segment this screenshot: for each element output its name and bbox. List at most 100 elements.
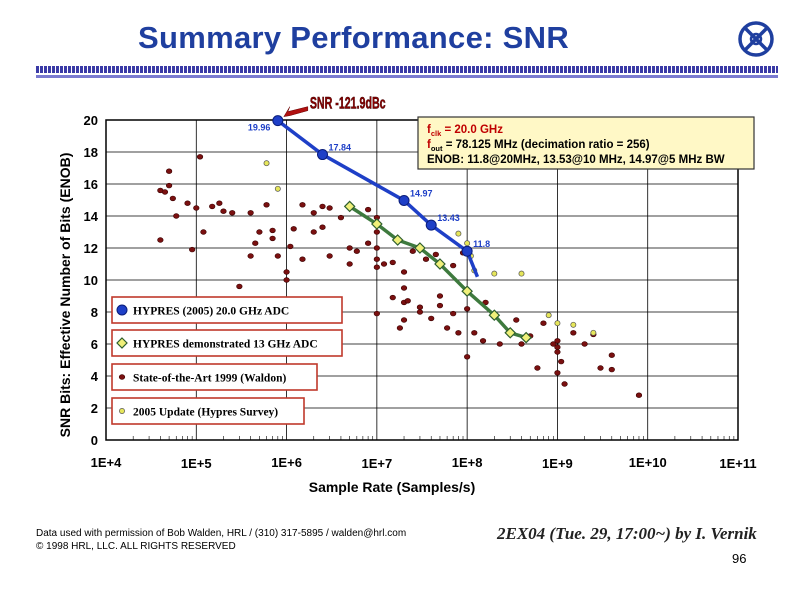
waldon-point (337, 214, 345, 221)
waldon-point (263, 202, 270, 208)
waldon-point (184, 200, 191, 206)
y-tick-label: 16 (84, 177, 98, 192)
waldon-point (471, 330, 478, 336)
hypres-2005-point (425, 219, 437, 231)
waldon-point (216, 200, 223, 206)
legend-marker-hypres_13ghz (116, 337, 128, 349)
y-tick-label: 18 (84, 145, 98, 160)
update-point (263, 160, 270, 167)
x-axis-label: Sample Rate (Samples/s) (309, 479, 476, 495)
waldon-point (534, 365, 541, 371)
waldon-point (404, 298, 411, 304)
waldon-point (290, 226, 297, 232)
callout-arrow-icon (283, 106, 309, 117)
legend-marker-waldon (118, 374, 126, 380)
waldon-point (256, 229, 263, 235)
footer-credit: Data used with permission of Bob Walden,… (36, 527, 406, 553)
waldon-point (274, 253, 281, 259)
y-tick-label: 14 (84, 209, 99, 224)
waldon-point (597, 365, 604, 371)
hypres-13ghz-point (371, 218, 383, 230)
waldon-point (432, 251, 439, 258)
update-point (455, 230, 462, 237)
waldon-point (540, 320, 547, 326)
waldon-point (283, 269, 290, 275)
waldon-point (247, 253, 254, 259)
waldon-point (396, 325, 404, 331)
legend-label: HYPRES (2005) 20.0 GHz ADC (133, 306, 289, 318)
waldon-point (373, 310, 380, 317)
waldon-point (161, 189, 169, 195)
hypres-2005-data-label: 14.97 (410, 188, 433, 198)
waldon-point (558, 358, 565, 365)
waldon-point (428, 315, 435, 322)
waldon-point (269, 235, 276, 242)
footer-credit-line1: Data used with permission of Bob Walden,… (36, 528, 407, 539)
update-point (554, 320, 561, 327)
footer-credit-line2: © 1998 HRL, LLC. ALL RIGHTS RESERVED (36, 541, 236, 552)
page-number: 96 (732, 551, 747, 566)
update-point (590, 329, 597, 336)
waldon-point (400, 269, 408, 275)
x-tick-label: 1E+9 (542, 456, 573, 471)
waldon-point (436, 293, 444, 299)
waldon-point (608, 352, 615, 358)
waldon-point (193, 205, 200, 211)
legend-box (111, 296, 343, 324)
waldon-point (554, 349, 561, 355)
waldon-point (554, 370, 561, 376)
waldon-point (247, 210, 254, 216)
y-tick-label: 4 (91, 369, 99, 384)
legend-box (111, 329, 343, 357)
waldon-point (287, 243, 294, 250)
hypres-logo-icon (738, 21, 774, 57)
waldon-point (389, 259, 396, 266)
waldon-point (299, 202, 306, 208)
waldon-point (513, 317, 520, 323)
snr-callout-label: SNR -121.9dBc (310, 94, 386, 112)
waldon-point (346, 245, 353, 251)
waldon-point (635, 392, 643, 398)
legend-label: 2005 Update (Hypres Survey) (133, 407, 278, 419)
waldon-point (173, 213, 180, 219)
waldon-point (400, 317, 408, 323)
hypres-13ghz-point (461, 285, 473, 298)
waldon-point (319, 203, 326, 210)
waldon-point (229, 210, 236, 216)
x-tick-label: 1E+8 (452, 455, 483, 470)
hypres-2005-data-label: 11.8 (473, 239, 490, 249)
info-box-line3: ENOB: 11.8@20MHz, 13.53@10 MHz, 14.97@5 … (427, 154, 725, 166)
waldon-point (252, 240, 259, 246)
y-tick-label: 6 (91, 337, 98, 352)
x-tick-label: 1E+5 (181, 456, 212, 471)
update-point (464, 240, 471, 247)
waldon-point (166, 168, 173, 174)
hypres-13ghz-point (391, 234, 404, 246)
waldon-point (326, 253, 333, 259)
waldon-point (209, 203, 216, 210)
waldon-point (346, 261, 353, 267)
title-divider-underline (36, 75, 778, 78)
x-tick-label: 1E+10 (629, 455, 667, 470)
waldon-point (422, 256, 430, 262)
hypres-13ghz-point (414, 242, 426, 254)
hypres-13ghz-point (520, 331, 532, 344)
y-tick-label: 10 (84, 273, 98, 288)
info-box (417, 116, 755, 170)
waldon-point (550, 341, 557, 347)
footer-talk-info: 2EX04 (Tue. 29, 17:00~) by I. Vernik (497, 524, 757, 543)
waldon-point (400, 285, 408, 291)
hypres-13ghz-point (343, 200, 356, 213)
hypres-13ghz-point (504, 326, 517, 339)
x-tick-label: 1E+7 (361, 456, 392, 471)
waldon-point (373, 256, 380, 262)
update-point (274, 185, 281, 192)
waldon-point (561, 381, 568, 387)
waldon-point (269, 227, 276, 234)
info-box-line1: fclk = 20.0 GHz (427, 124, 503, 138)
waldon-point (496, 341, 503, 347)
waldon-point (169, 195, 176, 202)
hypres-2005-data-label: 17.84 (328, 143, 351, 153)
legend-label: State-of-the-Art 1999 (Waldon) (133, 373, 286, 385)
